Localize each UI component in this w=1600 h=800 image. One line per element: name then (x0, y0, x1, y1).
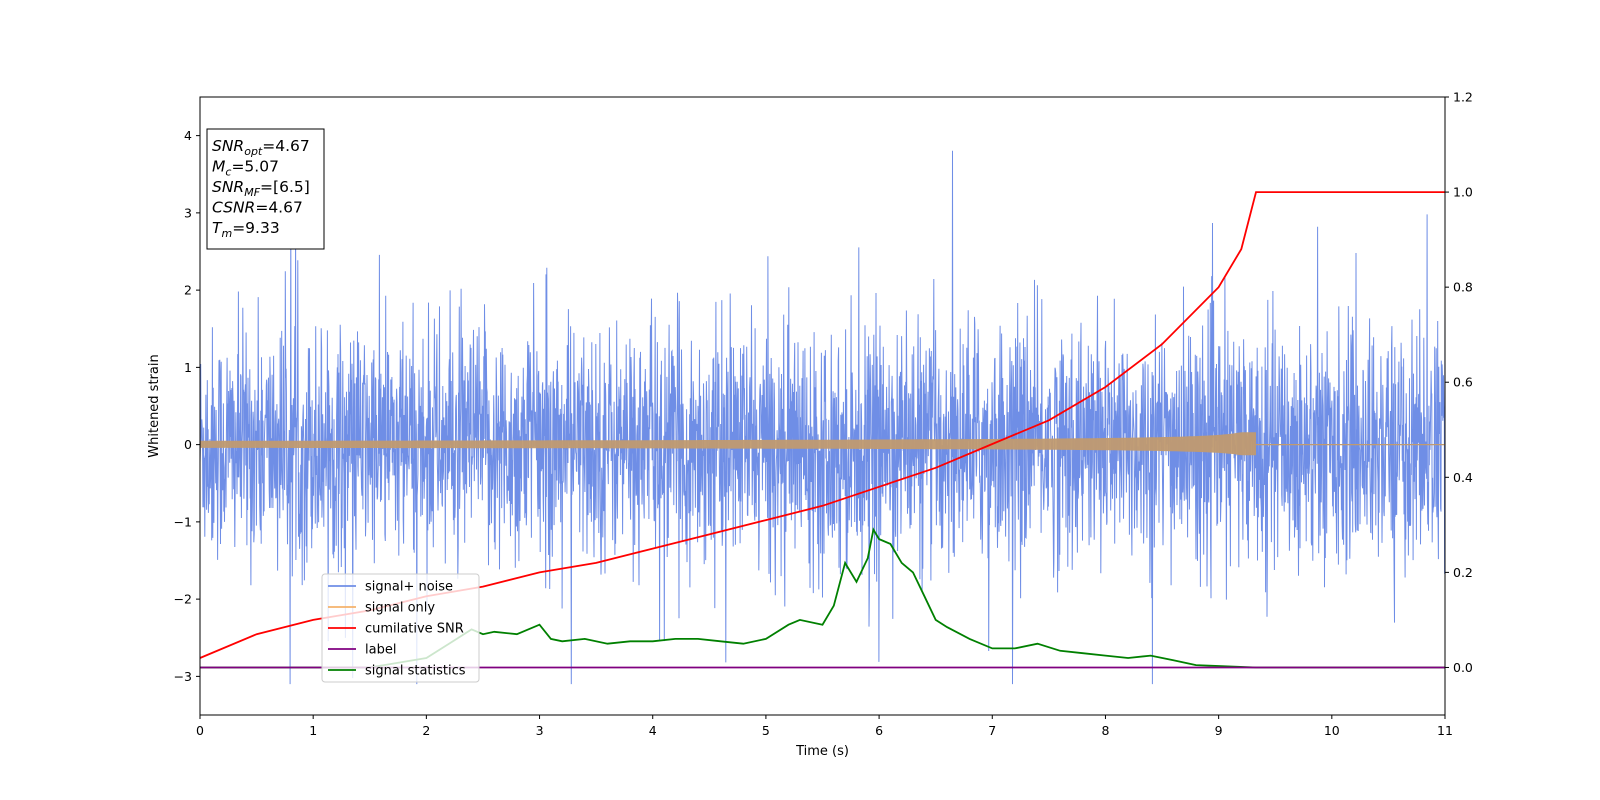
series-signal-noise-layer (199, 150, 1446, 685)
y-tick-label: −1 (174, 514, 192, 529)
axes-layer: 0 1 2 3 4 5 6 7 8 9 10 11 −3 −2 −1 0 1 2 3 4 0.0 0.2 0.4 0.6 0.8… (174, 90, 1473, 739)
series-signal-only (200, 432, 1256, 456)
y2-tick-label: 0.4 (1453, 470, 1473, 485)
x-tick-label: 7 (988, 723, 996, 738)
info-line: Mc=5.07 (212, 158, 279, 179)
y2-tick-label: 1.0 (1453, 185, 1473, 200)
y-tick-label: 2 (184, 283, 192, 298)
x-tick-label: 5 (762, 723, 770, 738)
info-box-frame (206, 128, 325, 250)
x-tick-label: 11 (1437, 723, 1453, 738)
y-axis-label: Whitened strain (147, 354, 162, 457)
info-line: Tm=9.33 (212, 219, 280, 240)
x-tick-label: 8 (1101, 723, 1109, 738)
legend: signal+ noise signal only cumilative SNR la… (321, 573, 480, 683)
info-line: SNRopt=4.67 (212, 137, 310, 158)
info-line: CSNR=4.67 (212, 199, 303, 217)
plot-frame (199, 96, 1446, 716)
y-tick-label: 4 (184, 128, 192, 143)
x-tick-label: 1 (309, 723, 317, 738)
legend-label: signal only (365, 601, 435, 616)
x-tick-label: 9 (1215, 723, 1223, 738)
y-tick-label: −3 (174, 669, 192, 684)
x-tick-label: 2 (422, 723, 430, 738)
legend-label: label (365, 643, 396, 658)
y-tick-label: 0 (184, 437, 192, 452)
x-tick-label: 3 (536, 723, 544, 738)
legend-label: signal statistics (365, 664, 466, 679)
y2-tick-label: 0.6 (1453, 375, 1473, 390)
legend-label: cumilative SNR (365, 622, 464, 637)
y2-tick-label: 1.2 (1453, 90, 1473, 105)
x-axis-label: Time (s) (795, 744, 849, 759)
legend-label: signal+ noise (365, 580, 453, 595)
y2-tick-label: 0.2 (1453, 565, 1473, 580)
x-tick-label: 0 (196, 723, 204, 738)
series-signal-only-layer (200, 432, 1445, 456)
x-tick-label: 10 (1324, 723, 1340, 738)
x-tick-label: 4 (649, 723, 657, 738)
legend-frame (321, 573, 480, 683)
info-line: SNRMF=[6.5] (212, 178, 310, 199)
y-tick-label: 1 (184, 360, 192, 375)
x-tick-label: 6 (875, 723, 883, 738)
y2-tick-label: 0.8 (1453, 280, 1473, 295)
series-signal-noise (199, 150, 1446, 685)
y-tick-label: −2 (174, 592, 192, 607)
y-tick-label: 3 (184, 205, 192, 220)
series-signal-statistics (200, 527, 1445, 669)
y2-tick-label: 0.0 (1453, 660, 1473, 675)
